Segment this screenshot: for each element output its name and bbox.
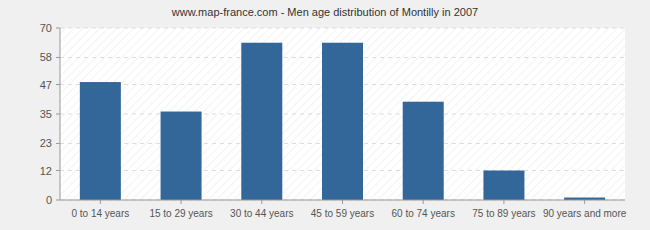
y-axis [60,28,61,200]
y-tick-label: 0 [46,194,52,206]
x-tick-label: 15 to 29 years [149,208,212,219]
y-tick-label: 12 [40,165,52,177]
title: www.map-france.com - Men age distributio… [171,6,478,18]
bar [483,171,524,200]
y-tick-label: 35 [40,108,52,120]
x-tick-label: 30 to 44 years [230,208,293,219]
y-tick [56,57,60,58]
y-tick-label: 23 [40,137,52,149]
x-tick [503,200,504,204]
bar [322,43,363,200]
bar [403,102,444,200]
bar [241,43,282,200]
background [0,0,650,230]
x-tick [181,200,182,204]
y-tick [56,28,60,29]
plot-area [60,28,625,200]
y-tick-label: 70 [40,22,52,34]
chart-container: www.map-france.com - Men age distributio… [0,0,650,230]
grid-line [60,200,625,201]
bar [161,112,202,200]
x-tick [342,200,343,204]
x-tick [261,200,262,204]
y-tick-label: 47 [40,79,52,91]
y-tick [56,114,60,115]
x-axis [60,200,625,201]
x-tick-label: 0 to 14 years [71,208,129,219]
x-tick [423,200,424,204]
bar [80,82,121,200]
x-tick [584,200,585,204]
x-tick-label: 75 to 89 years [472,208,535,219]
bars [80,43,605,200]
x-tick-label: 45 to 59 years [311,208,374,219]
y-tick [56,143,60,144]
y-tick-label: 58 [40,51,52,63]
grid-line [60,28,625,29]
x-tick-label: 60 to 74 years [392,208,455,219]
chart-svg: www.map-france.com - Men age distributio… [0,0,650,230]
x-tick [100,200,101,204]
y-tick [56,84,60,85]
y-tick [56,170,60,171]
x-tick-label: 90 years and more [543,208,627,219]
y-tick [56,200,60,201]
